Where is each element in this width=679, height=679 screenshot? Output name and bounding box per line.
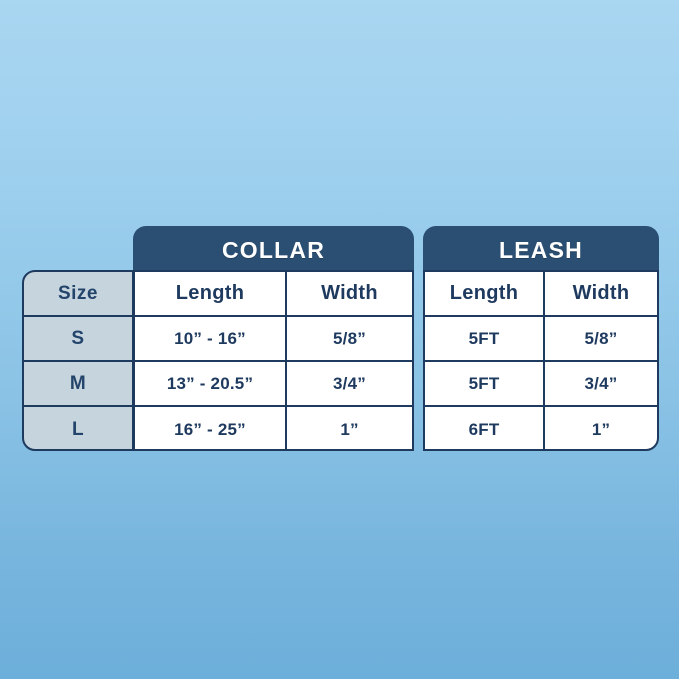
size-cell-l: L <box>71 419 85 440</box>
collar-group-label: COLLAR <box>221 236 326 263</box>
collar-column-header-row: Length Width <box>135 272 412 317</box>
table-row: 5FT 5/8” <box>425 317 657 362</box>
collar-width-l: 1” <box>340 419 359 439</box>
collar-width-s: 5/8” <box>333 328 366 348</box>
collar-length-s: 10” - 16” <box>135 317 287 360</box>
size-column-header: Size <box>24 272 132 317</box>
collar-length-l: 16” - 25” <box>135 407 287 449</box>
collar-group-header: COLLAR <box>133 226 414 274</box>
leash-column-header-row: Length Width <box>425 272 657 317</box>
leash-length-column-header: Length <box>425 272 545 315</box>
leash-group-label: LEASH <box>499 236 583 263</box>
collar-width-m: 3/4” <box>333 373 366 393</box>
leash-width-column-header: Width <box>572 282 630 304</box>
leash-table-body: Length Width 5FT 5/8” 5FT 3/4” 6FT 1” <box>423 270 659 451</box>
collar-width-column-header: Width <box>321 282 378 304</box>
size-column: Size S M L <box>22 270 134 451</box>
collar-length-m: 13” - 20.5” <box>135 362 287 405</box>
table-row: 13” - 20.5” 3/4” <box>135 362 412 407</box>
leash-length-m: 5FT <box>425 362 545 405</box>
leash-width-s: 5/8” <box>584 328 618 348</box>
leash-length-l: 6FT <box>425 407 545 449</box>
leash-width-l: 1” <box>591 419 611 439</box>
collar-table-body: Length Width 10” - 16” 5/8” 13” - 20.5” … <box>133 270 414 451</box>
size-cell-s: S <box>24 317 132 362</box>
collar-length-column-header: Length <box>135 272 287 315</box>
table-row: 6FT 1” <box>425 407 657 449</box>
size-cell-m: M <box>24 362 132 407</box>
table-row: 5FT 3/4” <box>425 362 657 407</box>
leash-length-s: 5FT <box>425 317 545 360</box>
leash-width-m: 3/4” <box>584 373 618 393</box>
table-row: 10” - 16” 5/8” <box>135 317 412 362</box>
table-row: 16” - 25” 1” <box>135 407 412 449</box>
leash-group-header: LEASH <box>423 226 659 274</box>
